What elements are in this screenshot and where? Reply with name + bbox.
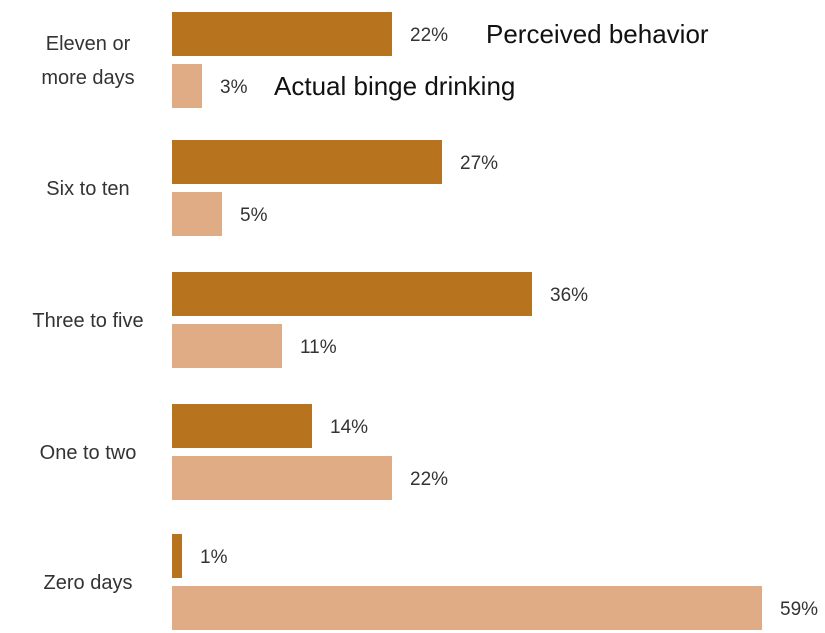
category-label-line: more days (41, 67, 134, 89)
bar-actual (172, 586, 762, 630)
bar-perceived (172, 272, 532, 316)
bar-actual (172, 456, 392, 500)
data-label: 3% (220, 77, 248, 98)
legend-actual-binge-drinking: Actual binge drinking (274, 71, 515, 101)
bar-perceived (172, 12, 392, 56)
legend-perceived-behavior: Perceived behavior (486, 19, 709, 49)
bar-actual (172, 324, 282, 368)
data-label: 59% (780, 599, 818, 620)
category-label-line: Eleven or (46, 33, 131, 55)
bar-perceived (172, 534, 182, 578)
data-label: 36% (550, 285, 588, 306)
category-label: Eleven or more days (41, 33, 134, 89)
bar-perceived (172, 140, 442, 184)
category-label: Three to five (32, 310, 143, 332)
bar-actual (172, 192, 222, 236)
category-label: One to two (40, 442, 137, 464)
data-label: 22% (410, 469, 448, 490)
data-label: 5% (240, 205, 268, 226)
bar-perceived (172, 404, 312, 448)
data-label: 11% (300, 337, 337, 358)
data-label: 1% (200, 547, 228, 568)
category-label-line: One to two (40, 442, 137, 464)
data-label: 22% (410, 25, 448, 46)
category-label-line: Zero days (44, 572, 133, 594)
category-label: Six to ten (46, 178, 129, 200)
data-label: 27% (460, 153, 498, 174)
data-label: 14% (330, 417, 368, 438)
category-label-line: Six to ten (46, 178, 129, 200)
category-label: Zero days (44, 572, 133, 594)
category-label-line: Three to five (32, 310, 143, 332)
bar-actual (172, 64, 202, 108)
